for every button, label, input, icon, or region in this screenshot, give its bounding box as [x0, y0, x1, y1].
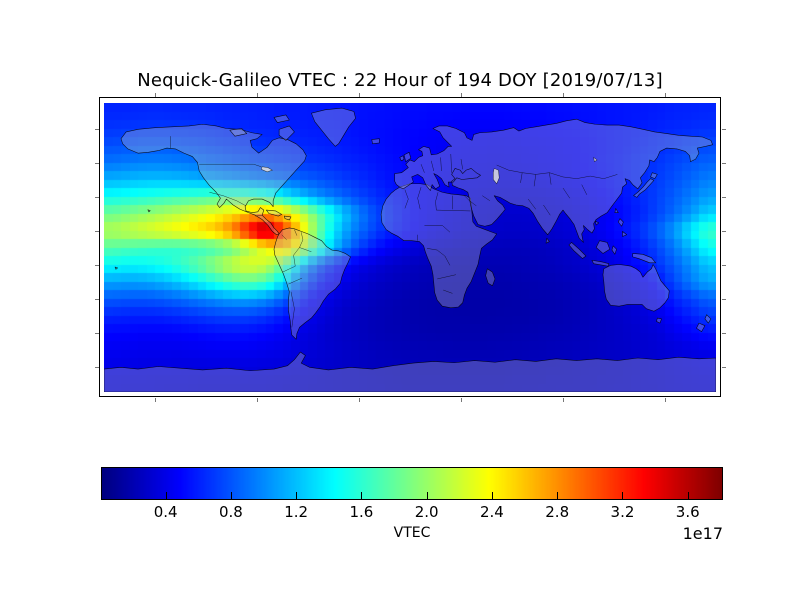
lake-baikal [593, 156, 598, 163]
colorbar-tick-mark [426, 492, 428, 499]
graticule-tick [563, 93, 564, 97]
vtec-heatmap-canvas [104, 103, 716, 392]
graticule-tick [563, 398, 564, 402]
map-axes-frame [99, 97, 721, 397]
colorbar-tick-label: 0.8 [218, 503, 243, 521]
graticule-tick [665, 398, 666, 402]
graticule-tick [722, 333, 726, 334]
colorbar-tick-label: 2.0 [414, 503, 439, 521]
colorbar-tick-label: 3.6 [675, 503, 700, 521]
graticule-tick [722, 163, 726, 164]
graticule-tick [461, 398, 462, 402]
colorbar-tick-mark [557, 492, 559, 499]
graticule-tick [722, 299, 726, 300]
colorbar: 0.4 0.8 1.2 1.6 2.0 2.4 2.8 3.2 3.6 VTEC 1e17 [101, 467, 723, 552]
madagascar [485, 268, 496, 287]
colorbar-tick-mark [361, 492, 363, 499]
colorbar-tick-label: 3.2 [610, 503, 635, 521]
graticule-tick [95, 197, 99, 198]
colorbar-offset-text: 1e17 [682, 524, 723, 543]
colorbar-tick-label: 2.8 [545, 503, 570, 521]
caspian-sea [493, 168, 500, 185]
graticule-tick [95, 333, 99, 334]
graticule-tick [95, 299, 99, 300]
graticule-tick [257, 398, 258, 402]
graticule-tick [95, 163, 99, 164]
colorbar-tick-label: 1.2 [284, 503, 309, 521]
colorbar-tick-mark [230, 492, 232, 499]
graticule-tick [155, 93, 156, 97]
antarctica [104, 351, 716, 392]
south-america [273, 227, 351, 340]
country-borders [170, 136, 618, 328]
colorbar-tick-mark [687, 492, 689, 499]
greenland [311, 107, 356, 147]
graticule-tick [359, 93, 360, 97]
graticule-tick [257, 93, 258, 97]
graticule-tick [95, 367, 99, 368]
graticule-tick [461, 93, 462, 97]
graticule-tick [95, 129, 99, 130]
colorbar-axis-label: VTEC [393, 525, 431, 541]
graticule-tick [95, 231, 99, 232]
colorbar-frame [101, 467, 723, 500]
colorbar-tick-mark [491, 492, 493, 499]
graticule-tick [722, 129, 726, 130]
great-lakes [260, 166, 273, 173]
north-america [120, 123, 307, 236]
colorbar-tick-mark [622, 492, 624, 499]
colorbar-tick-mark [296, 492, 298, 499]
colorbar-tick-label: 0.4 [153, 503, 178, 521]
graticule-tick [155, 398, 156, 402]
graticule-tick [722, 197, 726, 198]
graticule-tick [359, 398, 360, 402]
eurasia [394, 118, 713, 243]
graticule-tick [722, 231, 726, 232]
graticule-tick [722, 367, 726, 368]
graticule-tick [722, 265, 726, 266]
lakes [260, 156, 598, 185]
plot-title: Nequick-Galileo VTEC : 22 Hour of 194 DO… [137, 70, 663, 91]
world-coastlines-overlay [104, 107, 716, 392]
colorbar-tick-mark [165, 492, 167, 499]
colorbar-tick-label: 2.4 [480, 503, 504, 521]
australia [602, 264, 670, 312]
colorbar-gradient [102, 468, 722, 499]
africa [380, 183, 497, 309]
colorbar-tick-label: 1.6 [349, 503, 374, 521]
graticule-tick [665, 93, 666, 97]
graticule-tick [95, 265, 99, 266]
islands [114, 152, 712, 332]
arctic-islands [229, 114, 380, 145]
